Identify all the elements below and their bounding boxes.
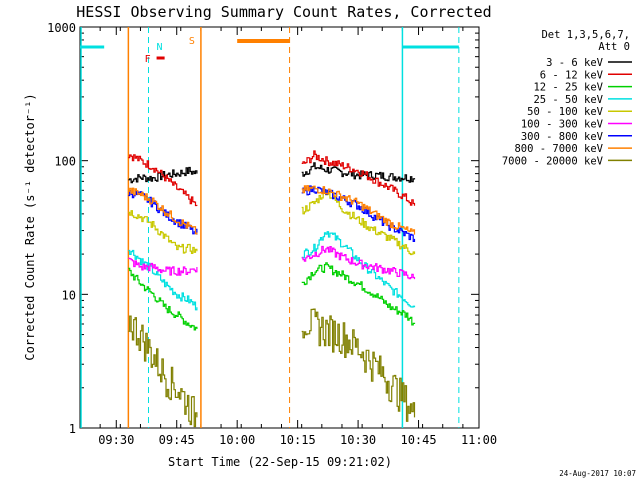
x-axis-label: Start Time (22-Sep-15 09:21:02) (168, 455, 392, 469)
series-2 (128, 262, 416, 331)
x-axis: 09:30 09:45 10:00 10:15 10:30 10:45 11:00 (79, 27, 497, 447)
series-line-segment2 (301, 189, 416, 256)
legend-entry-label: 50 - 100 keV (527, 106, 604, 118)
x-tick-label: 11:00 (461, 433, 497, 447)
legend-header-line1: Det 1,3,5,6,7, (541, 29, 630, 41)
series-line-segment2 (301, 262, 416, 326)
legend-entry-label: 300 - 800 keV (521, 131, 604, 143)
series-5 (128, 245, 416, 280)
series-line-segment2 (301, 231, 416, 308)
plot-area (79, 26, 480, 429)
legend-entry-label: 3 - 6 keV (546, 57, 604, 69)
series-line-segment1 (128, 315, 198, 428)
legend-entry-label: 100 - 300 keV (521, 119, 604, 131)
y-tick-label: 10 (62, 288, 76, 302)
night-flag-label: N (157, 42, 163, 53)
y-tick-label: 100 (54, 155, 76, 169)
series-line-segment2 (301, 245, 416, 280)
x-tick-label: 10:45 (400, 433, 436, 447)
y-tick-label: 1000 (47, 21, 76, 35)
series-line-segment1 (128, 210, 198, 254)
x-tick-label: 10:15 (280, 433, 316, 447)
series-1 (128, 150, 416, 207)
series-line-segment1 (128, 249, 198, 311)
series-line-segment2 (301, 185, 416, 242)
legend-entry-label: 12 - 25 keV (533, 82, 603, 94)
chart-title: HESSI Observing Summary Count Rates, Cor… (76, 3, 491, 21)
y-tick-label: 1 (69, 422, 76, 436)
series-line-segment2 (301, 185, 416, 235)
legend-entry-label: 6 - 12 keV (540, 69, 604, 81)
series-7 (128, 185, 416, 235)
series-line-segment1 (128, 267, 198, 331)
x-tick-label: 09:45 (159, 433, 195, 447)
plot-frame (79, 26, 480, 429)
legend-entry-label: 800 - 7000 keV (514, 143, 603, 155)
x-tick-label: 10:30 (340, 433, 376, 447)
series-4 (128, 189, 416, 256)
legend-entry-label: 7000 - 20000 keV (502, 155, 604, 167)
flare-flag-label: F (145, 54, 151, 65)
series-line-segment1 (128, 257, 198, 276)
y-axis-label: Corrected Count Rate (s⁻¹ detector⁻¹) (23, 93, 37, 360)
series-8 (128, 308, 416, 428)
series-layer (128, 150, 416, 428)
saa-flag-label: S (189, 36, 195, 47)
series-line-segment2 (301, 150, 416, 206)
series-line-segment1 (128, 154, 198, 207)
series-3 (128, 231, 416, 311)
series-line-segment2 (301, 308, 416, 422)
series-line-segment2 (301, 162, 416, 183)
series-line-segment1 (128, 187, 198, 235)
x-tick-label: 10:00 (219, 433, 255, 447)
y-axis: 1 10 100 1000 (47, 21, 479, 436)
legend-header-line2: Att 0 (598, 41, 630, 53)
x-tick-label: 09:30 (98, 433, 134, 447)
generation-timestamp: 24-Aug-2017 10:07 (559, 469, 636, 478)
legend-entry-label: 25 - 50 keV (533, 94, 603, 106)
